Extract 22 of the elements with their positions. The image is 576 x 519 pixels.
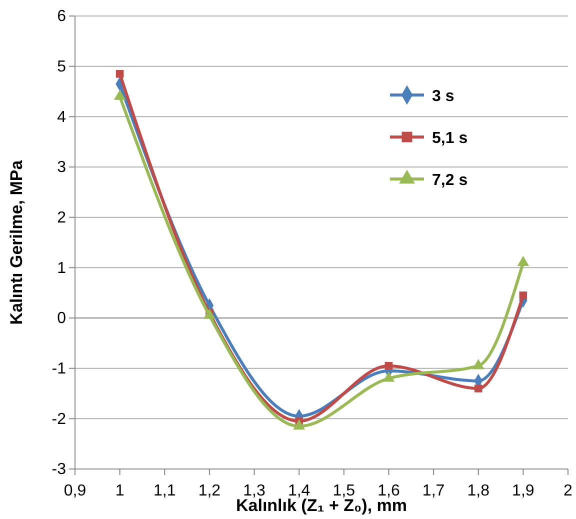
y-tick-label: -3 <box>52 461 66 478</box>
x-tick-label: 1 <box>115 482 124 500</box>
legend-label: 3 s <box>432 88 454 105</box>
x-tick-label: 1,8 <box>467 482 490 500</box>
y-tick-label: 6 <box>57 8 66 26</box>
x-tick-label: 2 <box>564 482 573 500</box>
x-tick-label: 1,1 <box>154 482 176 500</box>
y-tick-label: -1 <box>52 360 66 378</box>
x-tick-label: 1,9 <box>512 482 534 500</box>
x-tick-label: 0,9 <box>64 482 86 500</box>
y-tick-label: -2 <box>52 410 66 428</box>
y-axis-title: Kalıntı Gerilme, MPa <box>7 160 26 325</box>
x-tick-label: 1,2 <box>198 482 221 500</box>
y-tick-label: 3 <box>57 159 66 176</box>
legend-label: 5,1 s <box>432 130 468 147</box>
x-tick-label: 1,7 <box>422 482 445 500</box>
y-tick-label: 2 <box>57 209 66 226</box>
y-tick-label: 0 <box>57 310 66 328</box>
legend-label: 7,2 s <box>432 172 468 189</box>
y-tick-label: 1 <box>57 260 66 277</box>
y-tick-label: 5 <box>57 58 66 76</box>
y-tick-label: 4 <box>57 108 66 126</box>
